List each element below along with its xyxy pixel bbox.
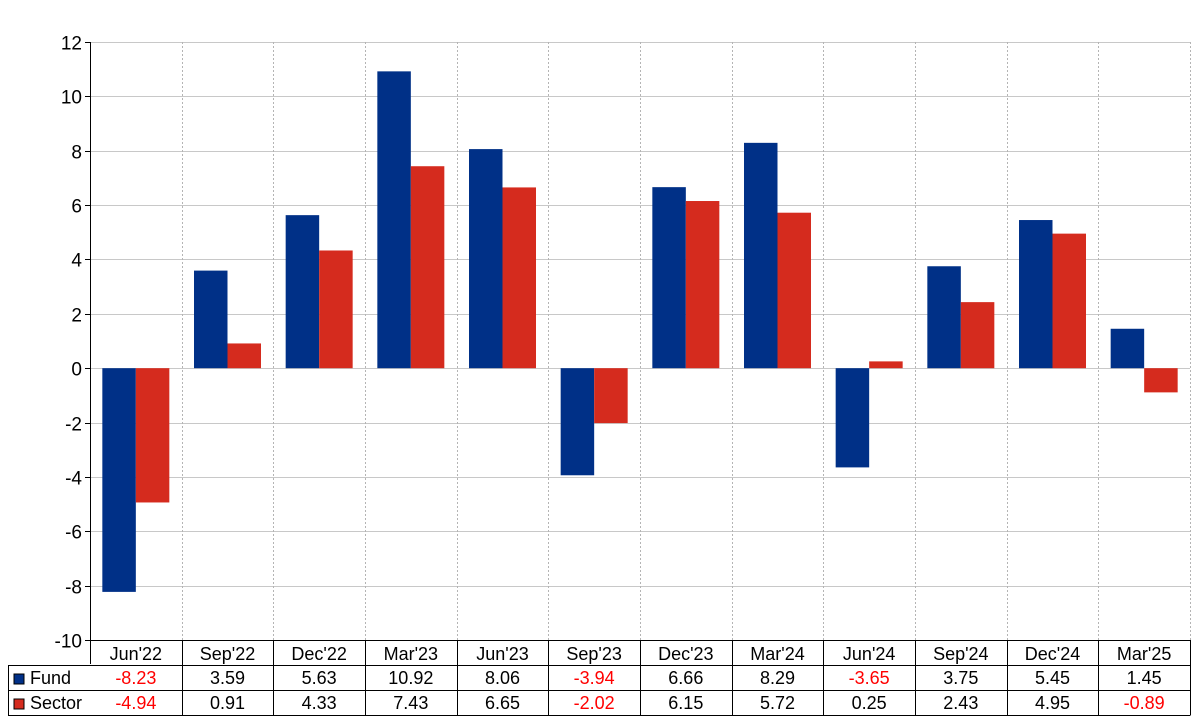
- bar: [560, 368, 595, 476]
- table-value: 6.66: [668, 668, 703, 688]
- y-axis: 12 10 8 6 4 2 0 -2 -4 -6 -8 -10: [55, 34, 91, 664]
- x-axis: Jun'22 Sep'22 Dec'22 Mar'23 Jun'23 Sep'23 Dec'…: [90, 640, 1190, 664]
- table-value: 2.43: [943, 693, 978, 713]
- bar: [744, 142, 778, 369]
- bar: [410, 166, 445, 369]
- table-value: -8.23: [115, 668, 156, 688]
- y-tick-label: 12: [61, 34, 82, 55]
- y-tick-label: 2: [71, 306, 82, 327]
- bar: [1019, 220, 1053, 369]
- x-tick-label: Sep'22: [200, 644, 256, 664]
- y-tick-label: 6: [71, 197, 82, 218]
- table-value: 4.95: [1035, 693, 1070, 713]
- bars: [102, 71, 1178, 592]
- bar: [502, 187, 536, 369]
- x-tick-label: Mar'24: [750, 644, 804, 664]
- legend-label: Fund: [30, 668, 71, 688]
- bar: [835, 368, 870, 468]
- y-tick-label: 4: [71, 251, 82, 272]
- table-value: 0.91: [210, 693, 245, 713]
- legend-swatch: [13, 698, 25, 710]
- legend-swatch: [13, 673, 25, 685]
- bar: [869, 361, 903, 369]
- bar: [685, 201, 720, 369]
- bar: [1110, 328, 1145, 369]
- x-tick-label: Sep'23: [566, 644, 622, 664]
- x-tick-label: Dec'22: [291, 644, 346, 664]
- bar: [135, 368, 170, 503]
- table-value: 5.72: [760, 693, 795, 713]
- bar: [777, 212, 811, 369]
- table-value: -3.65: [849, 668, 890, 688]
- table-value: -3.94: [574, 668, 615, 688]
- table-value: 5.63: [302, 668, 337, 688]
- x-tick-label: Dec'24: [1025, 644, 1080, 664]
- table-value: -4.94: [115, 693, 156, 713]
- x-tick-label: Mar'25: [1117, 644, 1171, 664]
- y-tick-label: -8: [65, 578, 82, 599]
- x-tick-label: Sep'24: [933, 644, 989, 664]
- bar: [960, 302, 995, 369]
- bar: [927, 266, 961, 369]
- bar: [1052, 233, 1086, 369]
- table-value: 6.15: [668, 693, 703, 713]
- y-tick-label: -10: [55, 632, 82, 653]
- bar: [652, 187, 686, 369]
- table-value: 5.45: [1035, 668, 1070, 688]
- bar: [319, 250, 353, 369]
- bar: [194, 270, 228, 369]
- x-tick-label: Dec'23: [658, 644, 713, 664]
- bar: [1144, 368, 1178, 393]
- table-value: 3.59: [210, 668, 245, 688]
- table-value: 10.92: [388, 668, 433, 688]
- y-tick-label: -4: [65, 469, 82, 490]
- table-value: 4.33: [302, 693, 337, 713]
- table-value: 8.06: [485, 668, 520, 688]
- table-value: 3.75: [943, 668, 978, 688]
- bar: [227, 343, 261, 369]
- x-tick-label: Jun'23: [476, 644, 528, 664]
- table-value: -2.02: [574, 693, 615, 713]
- table-value: 1.45: [1127, 668, 1162, 688]
- y-tick-label: 10: [61, 88, 82, 109]
- data-table: Fund -8.23 3.59 5.63 10.92 8.06 -3.94 6.66 8.29 -…: [8, 640, 1191, 716]
- bar: [469, 149, 503, 369]
- table-value: -0.89: [1124, 693, 1165, 713]
- table-value: 0.25: [852, 693, 887, 713]
- table-value: 6.65: [485, 693, 520, 713]
- table-value: 7.43: [393, 693, 428, 713]
- x-tick-label: Jun'22: [110, 644, 162, 664]
- x-tick-label: Mar'23: [384, 644, 438, 664]
- y-tick-label: 0: [71, 360, 82, 381]
- y-tick-label: -2: [65, 415, 82, 436]
- y-tick-label: -6: [65, 523, 82, 544]
- legend-label: Sector: [30, 693, 82, 713]
- bar: [377, 71, 411, 369]
- bar: [102, 368, 136, 592]
- table-value: 8.29: [760, 668, 795, 688]
- x-tick-label: Jun'24: [843, 644, 895, 664]
- y-tick-label: 8: [71, 143, 82, 164]
- bar: [285, 215, 320, 369]
- bar: [594, 368, 628, 424]
